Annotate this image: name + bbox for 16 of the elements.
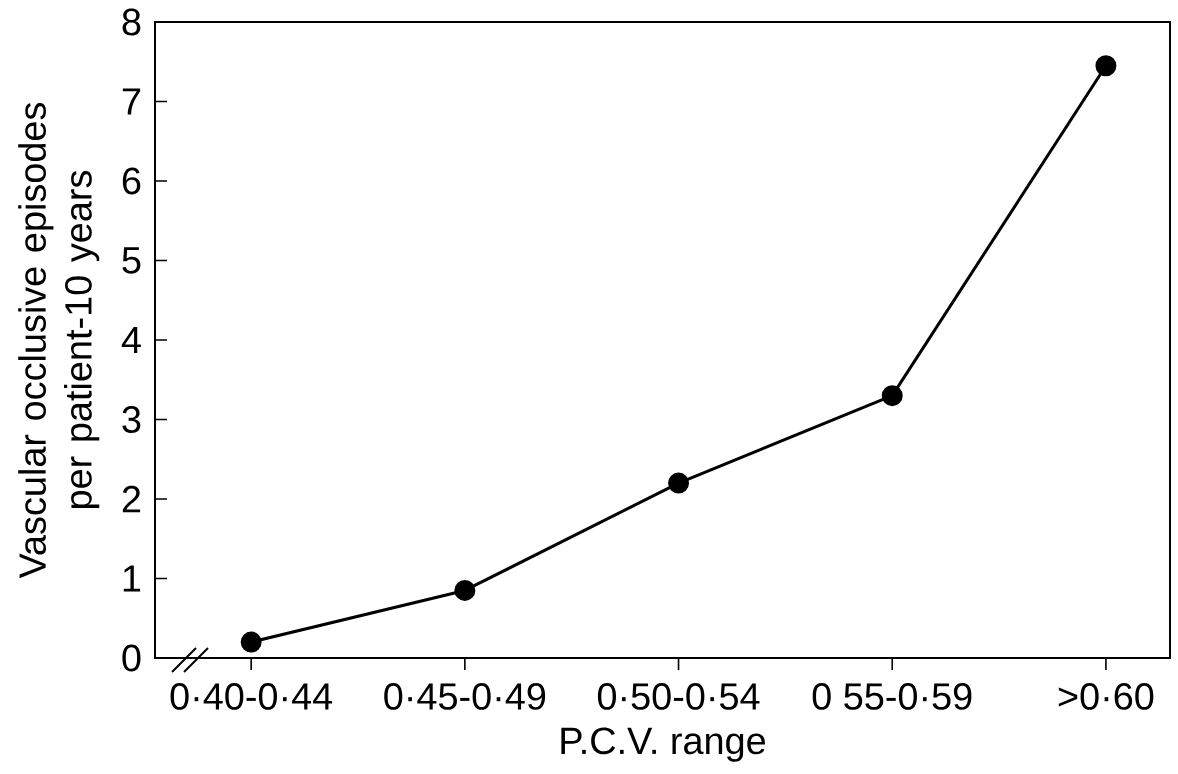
x-tick-label: >0·60 — [1058, 683, 1154, 710]
y-tick-label: 3 — [122, 406, 141, 433]
y-tick-label: 1 — [123, 565, 141, 592]
x-axis-title: P.C.V. range — [561, 727, 766, 762]
y-tick-label: 4 — [121, 326, 141, 354]
y-tick-label: 6 — [122, 167, 141, 195]
x-tick-label: 0 55-0·59 — [812, 683, 972, 710]
y-tick-label: 2 — [122, 485, 141, 513]
y-tick-label: 0 — [122, 644, 141, 672]
y-tick-label: 5 — [122, 247, 141, 274]
x-tick-label: 0·40-0·44 — [170, 683, 333, 710]
y-tick-label: 8 — [122, 8, 141, 36]
y-axis-title: Vascular occlusive episodes per patient-10 years — [18, 102, 100, 579]
x-tick-label: 0·50-0·54 — [597, 683, 760, 710]
y-tick-label: 7 — [122, 88, 141, 115]
x-tick-label: 0·45-0·49 — [384, 683, 546, 710]
